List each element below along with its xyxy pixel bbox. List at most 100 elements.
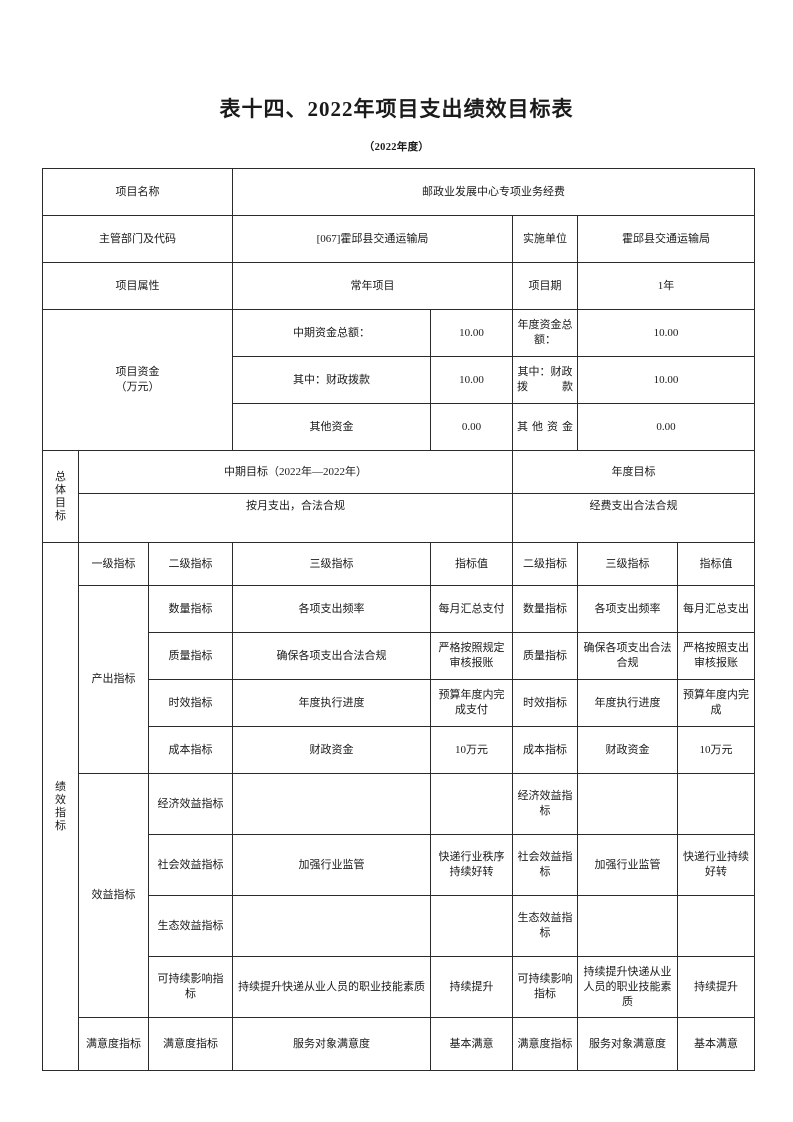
header-value-annual: 指标值 [677,542,756,587]
project-attribute-label: 项目属性 [41,262,234,311]
performance-goal-table-wrapper: 项目名称 邮政业发展中心专项业务经费 主管部门及代码 [067]霍邱县交通运输局… [0,168,793,1072]
department-label: 主管部门及代码 [41,215,234,264]
cell-level2-annual: 成本指标 [512,726,579,775]
cell-level3-mid: 持续提升快递从业人员的职业技能素质 [232,956,432,1019]
cell-level2-annual: 可持续影响指标 [512,956,579,1019]
cell-level2-mid: 数量指标 [147,585,234,634]
table-row: 社会效益指标 加强行业监管 快递行业秩序持续好转 社会效益指标 加强行业监管 快… [43,834,756,897]
mid-other-label: 其他资金 [232,403,432,452]
performance-indicator-char-3: 指 [55,806,66,819]
cell-value-annual: 每月汇总支出 [677,585,756,634]
annual-total-value: 10.00 [577,309,756,358]
performance-indicator-char-2: 效 [55,793,66,806]
cell-value-annual: 持续提升 [677,956,756,1019]
table-row: 质量指标 确保各项支出合法合规 严格按照规定审核报账 质量指标 确保各项支出合法… [43,632,756,681]
funds-row-label: 项目资金 （万元） [41,309,234,452]
table-row-funds-total: 项目资金 （万元） 中期资金总额： 10.00 年度资金总额： 10.00 [41,309,756,452]
annual-other-value: 0.00 [577,403,756,452]
header-level1: 一级指标 [78,542,149,587]
group-label-output: 产出指标 [78,585,149,775]
cell-level3-annual: 加强行业监管 [577,834,679,897]
cell-level2-mid: 社会效益指标 [147,834,234,897]
mid-term-goal-header: 中期目标（2022年—2022年） [77,450,514,495]
group-label-benefit: 效益指标 [78,773,149,1019]
department-value: [067]霍邱县交通运输局 [232,215,514,264]
annual-goal-text: 经费支出合法合规 [512,493,756,544]
header-level3-mid: 三级指标 [232,542,432,587]
cell-level3-mid: 财政资金 [232,726,432,775]
overall-goal-side-label: 总 体 目 标 [42,450,79,544]
cell-level2-annual: 质量指标 [512,632,579,681]
table-row-indicator-headers: 绩 效 指 标 一级指标 二级指标 三级指标 指标值 二级指标 三级指标 指标值 [42,542,756,1072]
table-row-funds-fiscal: 其中：财政拨款 10.00 其中：财政拨款 10.00 [43,356,756,405]
overall-goal-char-3: 目 [55,496,66,509]
table-row: 产出指标 数量指标 各项支出频率 每月汇总支付 数量指标 各项支出频率 每月汇总… [43,585,756,775]
mid-total-value: 10.00 [430,309,514,358]
cell-level3-annual: 服务对象满意度 [577,1017,679,1072]
table-row-overall-text: 按月支出，合法合规 经费支出合法合规 [43,493,756,544]
project-attribute-value: 常年项目 [232,262,514,311]
cell-value-annual: 基本满意 [677,1017,756,1072]
cell-value-annual: 预算年度内完成 [677,679,756,728]
cell-value-mid [430,773,514,836]
mid-fiscal-label: 其中：财政拨款 [232,356,432,405]
performance-indicator-char-4: 标 [55,819,66,832]
cell-level3-mid: 年度执行进度 [232,679,432,728]
cell-value-mid: 10万元 [430,726,514,775]
cell-level2-annual: 生态效益指标 [512,895,579,958]
funds-row-label-line1: 项目资金 [115,366,160,379]
cell-level3-annual: 确保各项支出合法合规 [577,632,679,681]
header-level2-annual: 二级指标 [512,542,579,587]
project-period-label: 项目期 [512,262,579,311]
cell-level3-annual: 持续提升快递从业人员的职业技能素质 [577,956,679,1019]
table-row-overall-headers: 总 体 目 标 中期目标（2022年—2022年） 年度目标 [42,450,756,544]
header-level2-mid: 二级指标 [147,542,234,587]
performance-indicator-side-label: 绩 效 指 标 [42,542,79,1072]
cell-level2-mid: 满意度指标 [147,1017,234,1072]
cell-level3-mid: 确保各项支出合法合规 [232,632,432,681]
annual-fiscal-value: 10.00 [577,356,756,405]
implementing-unit-value: 霍邱县交通运输局 [577,215,756,264]
page-subtitle: （2022年度） [363,142,430,154]
project-name-label: 项目名称 [41,168,234,217]
performance-goal-table: 项目名称 邮政业发展中心专项业务经费 主管部门及代码 [067]霍邱县交通运输局… [41,168,756,1072]
table-row: 生态效益指标 生态效益指标 [43,895,756,958]
cell-level2-mid: 时效指标 [147,679,234,728]
table-row-attribute: 项目属性 常年项目 项目期 1年 [41,262,756,311]
cell-level2-mid: 成本指标 [147,726,234,775]
header-value-mid: 指标值 [430,542,514,587]
cell-level2-mid: 质量指标 [147,632,234,681]
cell-level2-annual: 数量指标 [512,585,579,634]
cell-value-annual: 10万元 [677,726,756,775]
mid-term-goal-text: 按月支出，合法合规 [77,493,514,544]
cell-level3-annual [577,895,679,958]
table-row-department: 主管部门及代码 [067]霍邱县交通运输局 实施单位 霍邱县交通运输局 [41,215,756,264]
cell-level2-annual: 时效指标 [512,679,579,728]
implementing-unit-label: 实施单位 [512,215,579,264]
cell-value-annual: 严格按照支出审核报账 [677,632,756,681]
performance-indicator-char-1: 绩 [55,780,66,793]
table-row: 可持续影响指标 持续提升快递从业人员的职业技能素质 持续提升 可持续影响指标 持… [43,956,756,1019]
page-title: 表十四、2022年项目支出绩效目标表 [219,97,574,121]
table-row: 效益指标 经济效益指标 经济效益指标 [43,773,756,1019]
table-row-funds-other: 其他资金 0.00 其他资金 0.00 [43,403,756,452]
overall-goal-char-4: 标 [55,509,66,522]
cell-level3-annual: 财政资金 [577,726,679,775]
mid-fiscal-value: 10.00 [430,356,514,405]
cell-level3-mid: 各项支出频率 [232,585,432,634]
mid-total-label: 中期资金总额： [232,309,432,358]
cell-level3-mid [232,895,432,958]
header-level3-annual: 三级指标 [577,542,679,587]
annual-total-label: 年度资金总额： [512,309,579,358]
cell-value-mid: 快递行业秩序持续好转 [430,834,514,897]
cell-value-mid: 基本满意 [430,1017,514,1072]
table-row: 时效指标 年度执行进度 预算年度内完成支付 时效指标 年度执行进度 预算年度内完… [43,679,756,728]
group-label-satisfaction: 满意度指标 [78,1017,149,1072]
table-row: 成本指标 财政资金 10万元 成本指标 财政资金 10万元 [43,726,756,775]
project-name-value: 邮政业发展中心专项业务经费 [232,168,756,217]
cell-value-annual [677,895,756,958]
funds-row-label-line2: （万元） [115,381,160,394]
cell-level3-mid: 加强行业监管 [232,834,432,897]
cell-value-mid: 每月汇总支付 [430,585,514,634]
